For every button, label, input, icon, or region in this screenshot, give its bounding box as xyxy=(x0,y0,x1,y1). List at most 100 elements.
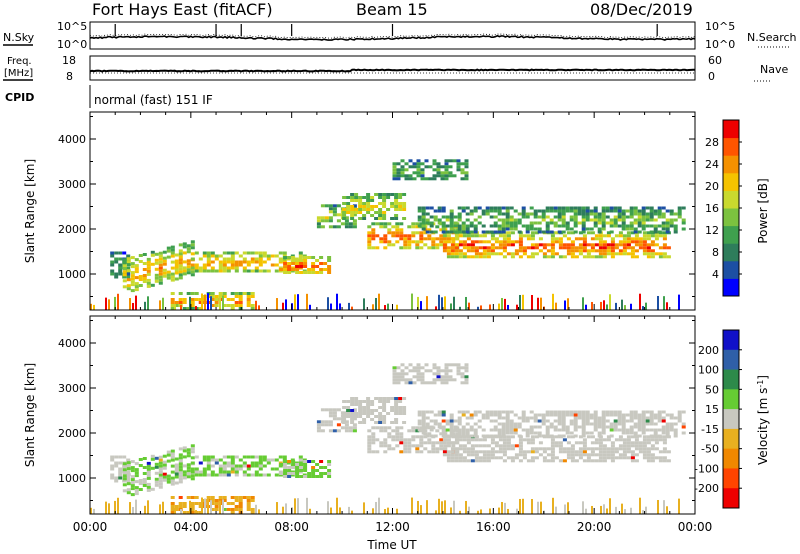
power-cell xyxy=(598,234,603,238)
power-cell xyxy=(134,267,139,271)
power-cell xyxy=(295,265,300,268)
velocity-cell xyxy=(462,456,467,460)
velocity-cell xyxy=(138,458,143,461)
velocity-cell xyxy=(295,472,300,475)
velocity-cell xyxy=(110,458,115,462)
power-cell xyxy=(394,199,399,202)
velocity-cell xyxy=(390,421,395,424)
velocity-cell xyxy=(577,410,582,414)
velocity-cell xyxy=(569,422,574,426)
velocity-cell xyxy=(118,470,123,474)
power-cell xyxy=(303,262,308,265)
power-clutter xyxy=(501,297,503,310)
velocity-cell xyxy=(530,456,535,460)
power-cell xyxy=(546,243,551,247)
power-cell xyxy=(138,254,143,257)
velocity-cell xyxy=(218,496,223,499)
velocity-cell xyxy=(545,434,550,438)
velocity-cell xyxy=(510,435,515,439)
power-cell xyxy=(416,162,421,166)
velocity-cell xyxy=(407,450,412,454)
velocity-cell xyxy=(661,431,666,435)
power-cell xyxy=(378,202,383,205)
power-cell xyxy=(342,202,347,205)
power-cell xyxy=(473,230,478,234)
power-cell xyxy=(342,217,347,220)
velocity-clutter xyxy=(339,507,341,514)
power-cell xyxy=(477,215,482,219)
power-clutter xyxy=(417,296,419,310)
power-cell xyxy=(549,218,554,222)
velocity-cell xyxy=(537,431,542,435)
velocity-clutter xyxy=(603,504,605,514)
power-cell xyxy=(526,234,531,238)
power-cell xyxy=(638,243,643,247)
velocity-clutter xyxy=(555,506,557,514)
velocity-cell xyxy=(386,397,391,400)
power-cell xyxy=(469,209,474,213)
velocity-cell xyxy=(449,416,454,420)
velocity-cell xyxy=(578,450,583,454)
velocity-cell xyxy=(198,505,203,508)
velocity-cell xyxy=(378,406,383,409)
power-cell xyxy=(429,230,434,234)
power-cell xyxy=(545,221,550,225)
power-cell xyxy=(178,249,183,253)
velocity-cell xyxy=(545,428,550,432)
power-cell xyxy=(291,256,296,259)
velocity-cell xyxy=(146,473,151,477)
velocity-cell xyxy=(182,446,187,450)
power-cell xyxy=(502,255,507,259)
velocity-cell xyxy=(142,484,147,487)
velocity-cell xyxy=(170,511,175,514)
power-cell xyxy=(501,224,506,228)
velocity-cell xyxy=(412,366,417,370)
power-cell xyxy=(586,255,591,259)
power-cell xyxy=(481,212,486,216)
velocity-cell xyxy=(673,416,678,420)
velocity-cell xyxy=(657,428,662,432)
velocity-cell xyxy=(407,444,412,448)
velocity-cell xyxy=(190,477,195,481)
velocity-cell xyxy=(299,466,304,469)
velocity-cell xyxy=(513,413,518,417)
velocity-cell xyxy=(416,372,421,376)
velocity-cell xyxy=(574,450,579,454)
power-cell xyxy=(186,292,191,295)
power-cell xyxy=(606,243,611,247)
power-cell xyxy=(429,221,434,225)
power-cell xyxy=(630,252,635,256)
power-cell xyxy=(134,282,139,286)
power-cell xyxy=(446,246,451,250)
power-cell xyxy=(404,162,409,166)
power-cell xyxy=(432,174,437,178)
power-cell xyxy=(525,230,530,234)
velocity-cell xyxy=(250,473,255,477)
power-cell xyxy=(538,249,543,253)
velocity-clutter xyxy=(201,497,203,514)
velocity-cell xyxy=(594,459,599,463)
power-cell xyxy=(542,243,547,247)
velocity-cell xyxy=(342,421,347,424)
velocity-cell xyxy=(222,473,227,477)
velocity-cell xyxy=(387,435,392,439)
power-cell xyxy=(602,255,607,259)
power-cell xyxy=(574,246,579,250)
power-clutter xyxy=(615,302,617,310)
power-cell xyxy=(521,209,526,213)
power-cell xyxy=(344,225,349,229)
velocity-cell xyxy=(367,435,372,439)
power-cell xyxy=(622,249,627,253)
power-cell xyxy=(130,280,135,284)
power-cell xyxy=(450,249,455,253)
power-cell xyxy=(497,230,502,234)
velocity-cell xyxy=(634,453,639,457)
power-cell xyxy=(395,234,400,238)
power-cell xyxy=(419,240,424,244)
velocity-cell xyxy=(254,473,259,477)
velocity-cell xyxy=(234,505,239,508)
velocity-cell xyxy=(505,431,510,435)
power-cell xyxy=(319,268,324,271)
velocity-cell xyxy=(242,461,247,465)
power-cell xyxy=(464,171,469,175)
